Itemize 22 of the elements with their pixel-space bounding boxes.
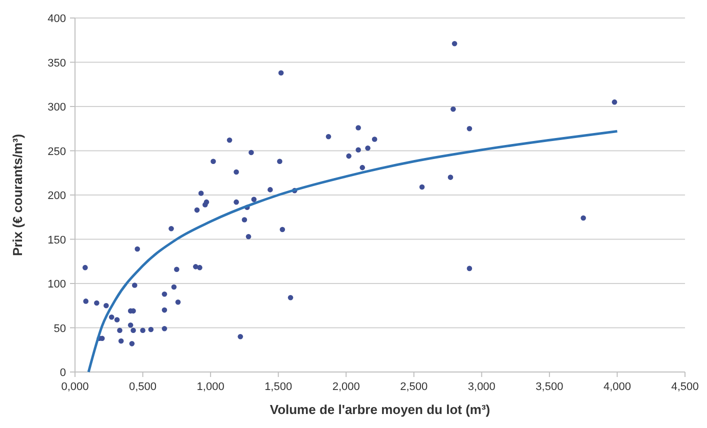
y-tick-label: 350: [48, 57, 66, 70]
x-tick-label: 3,000: [468, 381, 496, 393]
line-series: [87, 130, 618, 374]
x-tick-label: 1,000: [196, 381, 224, 393]
x-axis-title: Volume de l'arbre moyen du lot (m³): [270, 402, 490, 417]
y-tick-label: 150: [48, 234, 66, 246]
y-axis-title: Prix (€ courants/m³): [10, 134, 25, 256]
y-tick-label: 300: [48, 102, 66, 114]
x-tick-label: 1,500: [264, 381, 292, 393]
x-tick-label: 3,500: [536, 381, 564, 393]
x-tick-label: 2,000: [332, 381, 360, 393]
x-tick-label: 0,000: [61, 381, 89, 393]
x-tick-label: 4,500: [671, 381, 699, 393]
y-tick-label: 200: [48, 190, 66, 202]
y-tick-label: 0: [60, 367, 66, 379]
y-tick-label: 50: [54, 322, 66, 335]
y-tick-label: 400: [48, 13, 66, 25]
y-tick-label: 100: [48, 278, 66, 290]
x-tick-label: 0,500: [129, 381, 157, 393]
y-tick-label: 250: [48, 146, 66, 158]
x-tick-label: 2,500: [400, 381, 428, 393]
x-tick-label: 4,000: [603, 381, 631, 393]
